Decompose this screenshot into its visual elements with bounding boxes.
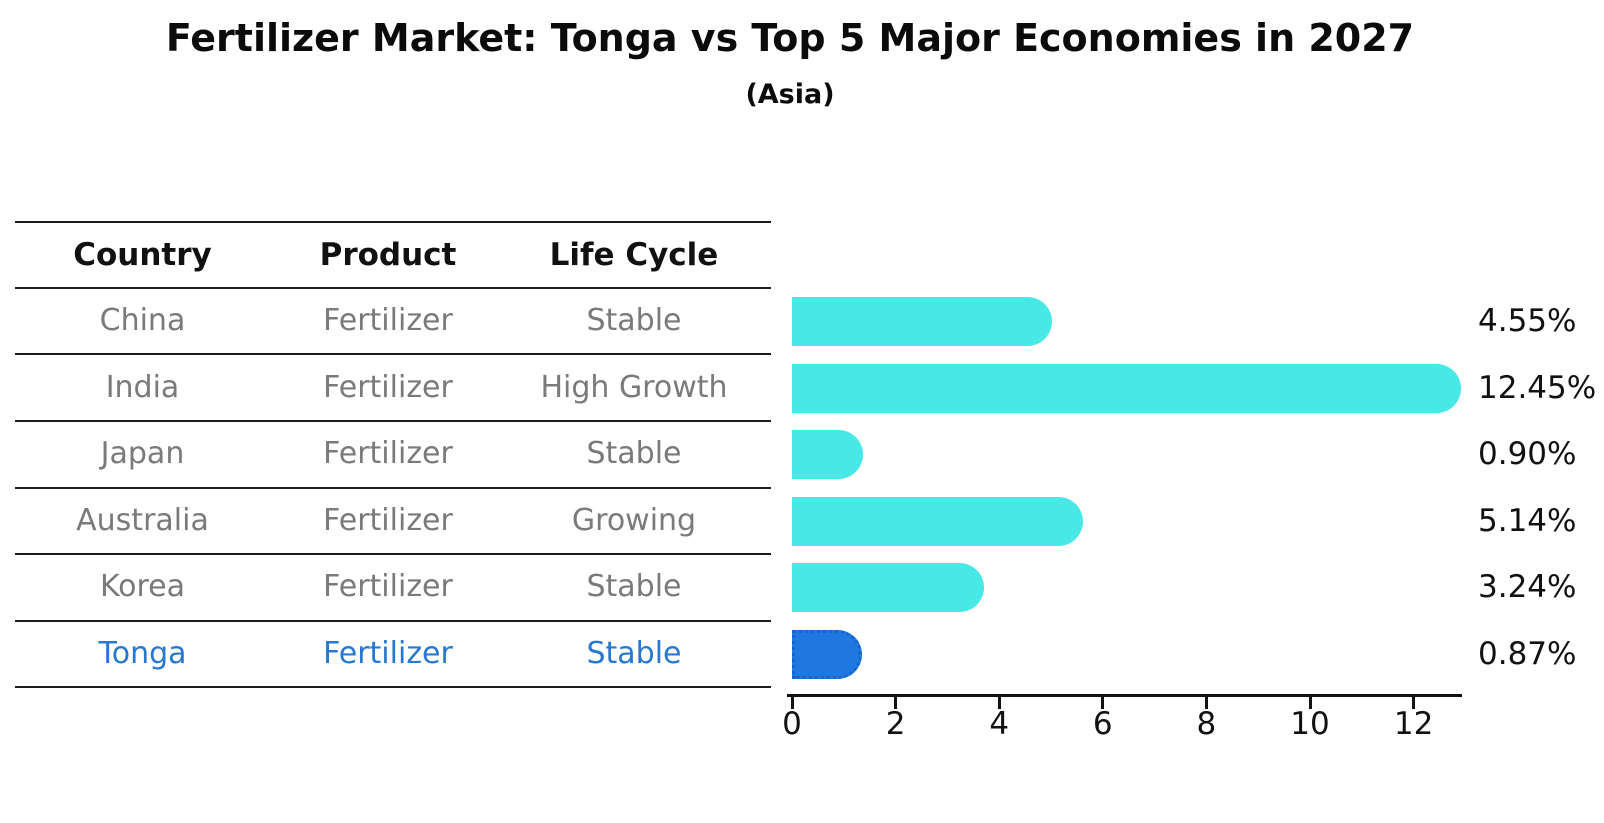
table-cell-country-tonga: Tonga xyxy=(98,636,187,671)
table-grid-line xyxy=(15,620,771,622)
table-header-product: Product xyxy=(319,237,457,273)
bar-tonga xyxy=(792,629,862,679)
table-cell-country-australia: Australia xyxy=(76,503,209,538)
table-grid-line xyxy=(15,686,771,688)
x-axis-tick-label: 2 xyxy=(885,706,906,742)
x-axis-tick-label: 10 xyxy=(1290,706,1330,742)
bar-japan xyxy=(792,429,863,479)
table-cell-product-india: Fertilizer xyxy=(323,370,453,405)
table-cell-country-korea: Korea xyxy=(99,569,186,604)
x-axis-tick xyxy=(1412,697,1416,709)
table-cell-life-cycle-china: Stable xyxy=(586,303,682,338)
bar-value-label-korea: 3.24% xyxy=(1478,569,1577,605)
bar-value-label-japan: 0.90% xyxy=(1478,436,1577,472)
x-axis-tick-label: 4 xyxy=(989,706,1010,742)
bar-india xyxy=(792,363,1461,413)
bar-value-label-australia: 5.14% xyxy=(1478,503,1577,539)
table-cell-product-korea: Fertilizer xyxy=(323,569,453,604)
bar-australia xyxy=(792,496,1083,546)
x-axis-tick xyxy=(997,697,1001,709)
chart-title: Fertilizer Market: Tonga vs Top 5 Major … xyxy=(165,16,1415,60)
bar-china xyxy=(792,296,1052,346)
table-cell-life-cycle-tonga: Stable xyxy=(586,636,682,671)
table-cell-product-australia: Fertilizer xyxy=(323,503,453,538)
table-cell-life-cycle-japan: Stable xyxy=(586,436,682,471)
bar-value-label-china: 4.55% xyxy=(1478,303,1577,339)
x-axis-tick-label: 0 xyxy=(782,706,802,742)
x-axis-tick xyxy=(894,697,898,709)
bar-value-label-india: 12.45% xyxy=(1478,370,1597,406)
bar-korea xyxy=(792,562,984,612)
table-cell-country-india: India xyxy=(105,370,180,405)
x-axis-tick xyxy=(1101,697,1105,709)
table-cell-country-china: China xyxy=(99,303,186,338)
x-axis-line xyxy=(787,694,1462,697)
table-cell-product-china: Fertilizer xyxy=(323,303,453,338)
table-grid-line xyxy=(15,287,771,289)
table-grid-line xyxy=(15,420,771,422)
x-axis-tick xyxy=(1308,697,1312,709)
table-grid-line xyxy=(15,487,771,489)
table-cell-product-tonga: Fertilizer xyxy=(323,636,453,671)
table-grid-line xyxy=(15,221,771,223)
table-header-country: Country xyxy=(73,237,212,273)
table-cell-product-japan: Fertilizer xyxy=(323,436,453,471)
x-axis-tick xyxy=(790,697,794,709)
table-grid-line xyxy=(15,553,771,555)
chart-subtitle: (Asia) xyxy=(745,79,835,110)
table-cell-life-cycle-korea: Stable xyxy=(586,569,682,604)
table-cell-country-japan: Japan xyxy=(100,436,185,471)
table-cell-life-cycle-australia: Growing xyxy=(571,503,697,538)
x-axis-tick-label: 6 xyxy=(1092,706,1113,742)
table-cell-life-cycle-india: High Growth xyxy=(540,370,728,405)
bar-value-label-tonga: 0.87% xyxy=(1478,636,1577,672)
x-axis-tick-label: 8 xyxy=(1196,706,1217,742)
x-axis-tick-label: 12 xyxy=(1393,706,1434,742)
table-grid-line xyxy=(15,353,771,355)
table-header-life-cycle: Life Cycle xyxy=(549,237,719,273)
x-axis-tick xyxy=(1204,697,1208,709)
